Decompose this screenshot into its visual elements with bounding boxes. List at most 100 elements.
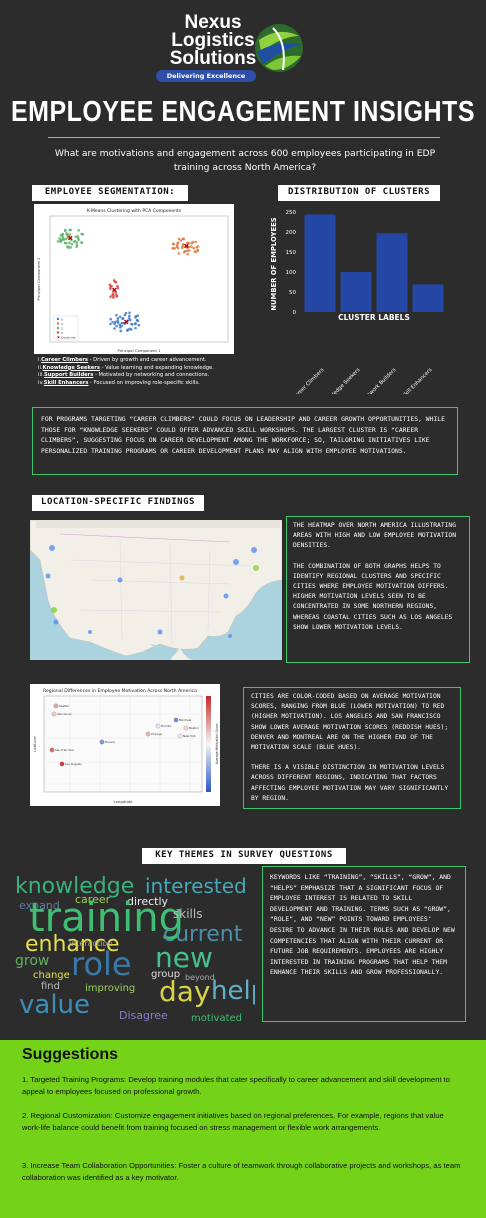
scatter-point bbox=[63, 228, 67, 232]
title-divider bbox=[48, 137, 440, 138]
page-title: EMPLOYEE ENGAGEMENT INSIGHTS bbox=[10, 95, 476, 129]
company-name-line1: Nexus bbox=[184, 12, 242, 33]
scatter-point bbox=[75, 243, 79, 247]
scatter-point bbox=[180, 246, 184, 249]
scatter-y-label: Principal Component 2 bbox=[36, 257, 41, 301]
scatter-point bbox=[175, 243, 179, 247]
scatter-point bbox=[186, 252, 189, 256]
scatter-point bbox=[65, 232, 68, 235]
scatter-point bbox=[116, 317, 120, 320]
insight-text: FOR PROGRAMS TARGETING “CAREER CLIMBERS”… bbox=[41, 415, 445, 455]
city-point bbox=[145, 731, 151, 737]
scatter-point bbox=[119, 329, 123, 333]
regional-svg: Regional Differences in Employee Motivat… bbox=[32, 688, 219, 804]
suggestion-item-2: 2. Regional Customization: Customize eng… bbox=[22, 1111, 444, 1132]
scatter-point bbox=[173, 247, 176, 250]
section-label-themes: KEY THEMES IN SURVEY QUESTIONS bbox=[142, 848, 346, 864]
city-label: Vancouver bbox=[57, 712, 73, 716]
regional-title: Regional Differences in Employee Motivat… bbox=[43, 688, 197, 694]
section-label-segmentation: EMPLOYEE SEGMENTATION: bbox=[32, 185, 188, 201]
scatter-point bbox=[128, 311, 131, 314]
scatter-title: K-Means Clustering with PCA Components bbox=[87, 208, 182, 214]
scatter-point bbox=[73, 240, 76, 243]
wc-word: interaction bbox=[69, 939, 113, 948]
city-point bbox=[99, 739, 105, 745]
legend-item-1: 1 bbox=[61, 322, 63, 326]
regional-text-2: THERE IS A VISIBLE DISTINCTION IN MOTIVA… bbox=[251, 764, 449, 802]
scatter-point bbox=[130, 323, 134, 326]
scatter-point bbox=[120, 321, 124, 325]
scatter-points: ✖ ✖ ✖ ✖ bbox=[56, 228, 200, 333]
x-tick-label: Skill Enhancers bbox=[401, 367, 433, 394]
heatmap-text-1: THE HEATMAP OVER NORTH AMERICA ILLUSTRAT… bbox=[293, 522, 457, 550]
y-tick-label: 50 bbox=[289, 290, 296, 296]
bar-0 bbox=[304, 214, 336, 312]
scatter-point bbox=[110, 284, 113, 288]
page-subtitle: What are motivations and engagement acro… bbox=[54, 148, 436, 173]
city-point bbox=[53, 703, 59, 709]
scatter-point bbox=[111, 293, 114, 297]
scatter-point bbox=[66, 236, 70, 239]
centroid-marker-icon: ✖ bbox=[67, 234, 73, 242]
scatter-point bbox=[68, 233, 72, 236]
scatter-point bbox=[111, 320, 114, 324]
scatter-point bbox=[77, 236, 80, 240]
legend-item-2: 2 bbox=[61, 327, 63, 331]
wc-word: help bbox=[211, 976, 255, 1006]
regional-city-points: Seattle Vancouver San Francisco Los Angeles… bbox=[49, 703, 199, 767]
scatter-point bbox=[134, 326, 137, 330]
scatter-point bbox=[75, 241, 79, 244]
heatmap-text-2: THE COMBINATION OF BOTH GRAPHS HELPS TO … bbox=[293, 562, 453, 631]
suggestions-panel: Suggestions 1. Targeted Training Program… bbox=[0, 1040, 486, 1218]
wc-word: directly bbox=[127, 895, 169, 908]
suggestion-item-3: 3. Increase Team Collaboration Opportuni… bbox=[22, 1161, 461, 1182]
scatter-point bbox=[177, 237, 181, 241]
scatter-point bbox=[116, 286, 120, 290]
scatter-point bbox=[121, 317, 125, 320]
regional-y-label: Latitude bbox=[32, 736, 37, 752]
scatter-point bbox=[136, 314, 140, 317]
scatter-point bbox=[187, 245, 191, 249]
scatter-point bbox=[68, 228, 72, 232]
city-label: Toronto bbox=[160, 724, 172, 728]
wc-word: role bbox=[71, 945, 132, 983]
city-label: San Francisco bbox=[55, 748, 75, 752]
scatter-point bbox=[191, 240, 195, 244]
regional-frame bbox=[43, 695, 203, 793]
scatter-point bbox=[183, 250, 187, 253]
scatter-point bbox=[129, 328, 133, 331]
scatter-point bbox=[61, 232, 65, 236]
scatter-point bbox=[128, 314, 131, 318]
scatter-point bbox=[109, 287, 112, 291]
scatter-point bbox=[116, 284, 119, 288]
bar-3 bbox=[412, 284, 444, 312]
scatter-point bbox=[196, 248, 199, 252]
section-label-distribution: DISTRIBUTION OF CLUSTERS bbox=[278, 185, 440, 201]
bar-1 bbox=[340, 272, 372, 312]
regional-description: CITIES ARE COLOR-CODED BASED ON AVERAGE … bbox=[243, 687, 461, 809]
segment-item: i.Career Climbers - Driven by growth and… bbox=[38, 357, 207, 363]
scatter-point bbox=[194, 250, 197, 254]
city-label: Los Angeles bbox=[65, 762, 82, 766]
scatter-point bbox=[118, 315, 122, 319]
legend-item-0: 0 bbox=[61, 318, 63, 322]
city-label: New York bbox=[183, 734, 196, 738]
city-point bbox=[49, 747, 55, 753]
scatter-point bbox=[80, 232, 83, 236]
wc-word: career bbox=[75, 893, 111, 906]
wc-word: skills bbox=[173, 907, 203, 921]
city-label: Denver bbox=[105, 740, 116, 744]
scatter-point bbox=[109, 322, 112, 326]
wc-word: motivated bbox=[191, 1013, 243, 1024]
centroid-marker-icon: ✖ bbox=[123, 318, 129, 326]
scatter-legend: 0 1 2 3 ✖ Centroids bbox=[53, 315, 79, 341]
scatter-point bbox=[134, 316, 137, 319]
wc-word: new bbox=[155, 941, 213, 974]
scatter-point bbox=[59, 238, 63, 242]
wc-word: day bbox=[159, 975, 211, 1008]
scatter-point bbox=[137, 323, 141, 327]
scatter-point bbox=[113, 322, 116, 326]
scatter-point bbox=[118, 323, 122, 326]
scatter-point bbox=[181, 242, 185, 246]
wc-word: current bbox=[163, 922, 243, 947]
